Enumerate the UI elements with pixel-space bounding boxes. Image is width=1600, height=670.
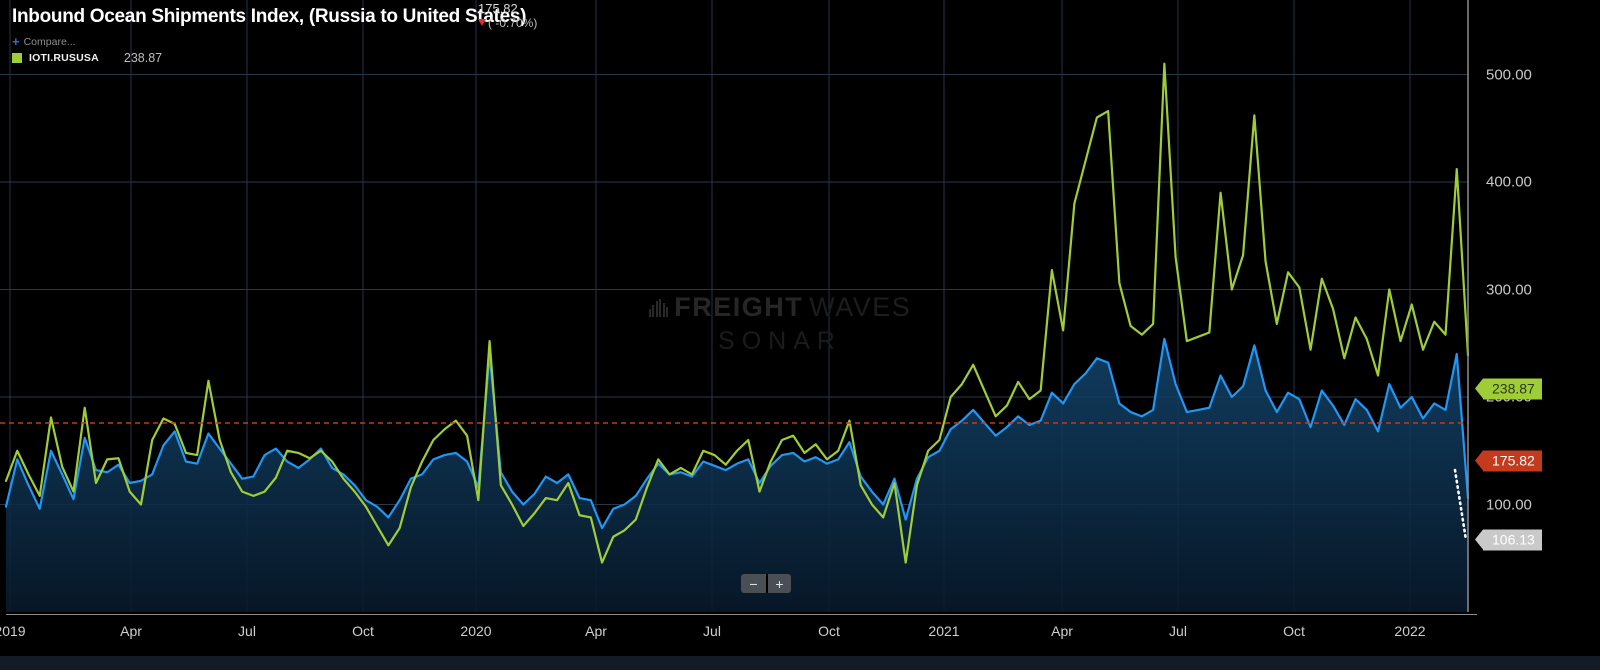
plus-icon: + <box>12 34 20 49</box>
x-axis-tick-label: 2021 <box>928 623 960 639</box>
x-axis-tick-label: Oct <box>1283 623 1305 639</box>
y-axis-tick-label: 400.00 <box>1486 173 1532 191</box>
header-last-value-block: 175.82 ( -0.70%) <box>478 2 537 29</box>
series-color-swatch-icon <box>12 53 22 63</box>
x-axis-tick-label: 2022 <box>1394 623 1426 639</box>
legend-series-value: 238.87 <box>123 51 163 65</box>
zoom-out-button[interactable]: − <box>749 575 758 592</box>
header-change-percent: ( -0.70%) <box>488 15 538 30</box>
legend-item-ioti-rususa[interactable]: IOTI.RUSUSA 238.87 <box>12 51 162 65</box>
x-axis-tick-label: Jul <box>703 623 721 639</box>
page-title: Inbound Ocean Shipments Index, (Russia t… <box>12 6 527 27</box>
y-axis-tick-label: 500.00 <box>1486 66 1532 83</box>
price-tag-value: 175.82 <box>1492 452 1535 469</box>
chart-plot-area[interactable] <box>0 0 1477 614</box>
bottom-status-strip <box>0 656 1600 670</box>
header-last-value: 175.82 <box>478 1 518 16</box>
gray-series-tag: 106.13 <box>1475 529 1542 551</box>
green-series-tag: 238.87 <box>1475 378 1542 400</box>
x-axis-tick-label: 2020 <box>460 623 492 639</box>
x-axis-line <box>6 614 1477 615</box>
x-axis: 2019 Apr Jul Oct 2020 Apr Jul Oct 2021 Apr Jul Oct 2… <box>0 614 1600 656</box>
chart-legend: + Compare... IOTI.RUSUSA 238.87 <box>12 34 162 65</box>
change-down-arrow-icon <box>478 19 486 27</box>
x-axis-tick-label: 2019 <box>0 623 26 639</box>
right-edge-filler <box>1590 0 1600 656</box>
y-axis-tick-label: 300.00 <box>1486 281 1532 298</box>
y-axis-tick-label: 100.00 <box>1486 496 1532 513</box>
red-last-price-tag: 175.82 <box>1475 450 1542 472</box>
chart-header: Inbound Ocean Shipments Index, (Russia t… <box>0 0 1600 34</box>
compare-button[interactable]: + Compare... <box>12 34 162 49</box>
x-axis-tick-label: Apr <box>585 623 607 639</box>
x-axis-tick-label: Apr <box>1051 623 1073 639</box>
price-tag-value: 106.13 <box>1492 531 1535 548</box>
x-axis-tick-label: Jul <box>238 623 256 639</box>
chart-svg[interactable] <box>0 0 1477 614</box>
x-axis-tick-label: Oct <box>352 623 374 639</box>
price-tag-value: 238.87 <box>1492 380 1535 397</box>
x-axis-tick-label: Oct <box>818 623 840 639</box>
zoom-in-button[interactable]: + <box>766 574 791 593</box>
x-axis-tick-label: Jul <box>1169 623 1187 639</box>
compare-label: Compare... <box>23 36 76 48</box>
x-axis-tick-label: Apr <box>120 623 142 639</box>
legend-series-symbol: IOTI.RUSUSA <box>29 52 99 64</box>
zoom-controls[interactable]: − + <box>741 574 791 593</box>
